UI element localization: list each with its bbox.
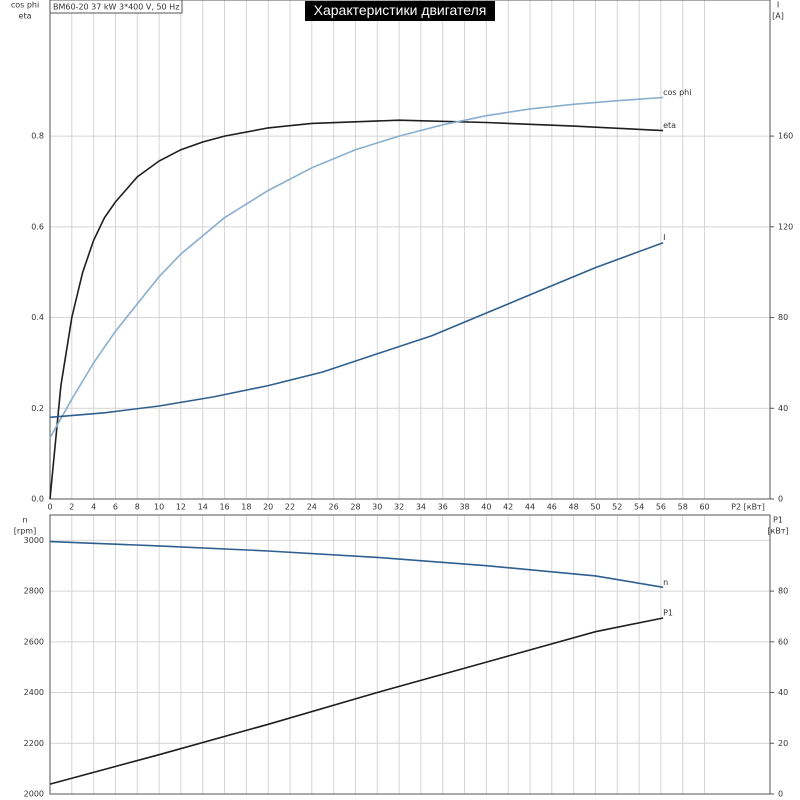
y-tick-label: 2000	[24, 790, 44, 799]
y2-axis-label: I	[777, 1, 779, 10]
x-tick-label: 58	[678, 503, 688, 512]
y2-tick-label: 0	[778, 495, 783, 504]
y2-tick-label: 80	[778, 587, 788, 596]
series-label: P1	[663, 608, 673, 617]
plot-frame	[49, 0, 771, 500]
y2-axis-label: [кВт]	[767, 527, 788, 536]
x-tick-label: 10	[154, 503, 164, 512]
y2-tick-label: 40	[778, 688, 788, 697]
x-tick-label: 0	[47, 503, 52, 512]
y2-tick-label: 40	[778, 404, 788, 413]
y2-tick-label: 120	[778, 222, 793, 231]
x-tick-label: 34	[416, 503, 426, 512]
y2-tick-label: 20	[778, 739, 788, 748]
x-axis-label: P2 [кВт]	[731, 503, 765, 512]
x-tick-label: 22	[285, 503, 295, 512]
y-tick-label: 2200	[24, 739, 44, 748]
x-tick-label: 56	[656, 503, 666, 512]
y-tick-label: 0.6	[31, 222, 44, 231]
y-tick-label: 2800	[24, 587, 44, 596]
chart-title: Характеристики двигателя	[314, 2, 487, 18]
y2-tick-label: 60	[778, 637, 788, 646]
x-tick-label: 42	[503, 503, 513, 512]
series-line	[49, 540, 664, 589]
x-tick-label: 30	[372, 503, 382, 512]
y-axis-label: cos phi	[11, 1, 39, 10]
y-axis-label: [rpm]	[14, 527, 36, 536]
y-tick-label: 2600	[24, 637, 44, 646]
x-tick-label: 14	[198, 503, 208, 512]
series-label: cos phi	[663, 88, 691, 97]
y-axis-label: eta	[19, 12, 32, 21]
x-tick-label: 26	[329, 503, 339, 512]
x-tick-label: 48	[569, 503, 579, 512]
series-label: eta	[663, 121, 676, 130]
y2-tick-label: 160	[778, 132, 793, 141]
x-tick-label: 24	[307, 503, 317, 512]
chart-subtitle: BM60-20 37 kW 3*400 V, 50 Hz	[53, 3, 179, 12]
x-tick-label: 28	[350, 503, 360, 512]
x-tick-label: 60	[699, 503, 709, 512]
x-tick-label: 32	[394, 503, 404, 512]
series-label: I	[663, 233, 665, 242]
x-tick-label: 20	[263, 503, 273, 512]
x-tick-label: 40	[481, 503, 491, 512]
y-tick-label: 0.2	[31, 404, 44, 413]
series-line	[49, 617, 664, 785]
series-label: n	[663, 578, 668, 587]
x-tick-label: 52	[612, 503, 622, 512]
title-box	[305, 1, 495, 21]
x-tick-label: 44	[525, 503, 535, 512]
x-tick-label: 46	[547, 503, 557, 512]
x-tick-label: 18	[241, 503, 251, 512]
x-tick-label: 54	[634, 503, 644, 512]
x-tick-label: 6	[113, 503, 118, 512]
y-axis-label: n	[22, 516, 27, 525]
y-tick-label: 2400	[24, 688, 44, 697]
x-tick-label: 16	[219, 503, 229, 512]
series-line	[49, 241, 664, 419]
y2-axis-label: [A]	[772, 12, 784, 21]
x-tick-label: 8	[135, 503, 140, 512]
series-line	[49, 119, 664, 500]
x-tick-label: 2	[69, 503, 74, 512]
y-tick-label: 0.0	[31, 495, 44, 504]
x-tick-label: 12	[176, 503, 186, 512]
y2-tick-label: 80	[778, 313, 788, 322]
series-line	[49, 96, 664, 439]
x-tick-label: 38	[459, 503, 469, 512]
plot-frame	[49, 514, 771, 795]
y2-axis-label: P1	[773, 516, 783, 525]
y2-tick-label: 0	[778, 790, 783, 799]
y-tick-label: 0.4	[31, 313, 44, 322]
y-tick-label: 0.8	[31, 132, 44, 141]
x-tick-label: 36	[438, 503, 448, 512]
y-tick-label: 3000	[24, 536, 44, 545]
x-tick-label: 50	[590, 503, 600, 512]
x-tick-label: 4	[91, 503, 96, 512]
